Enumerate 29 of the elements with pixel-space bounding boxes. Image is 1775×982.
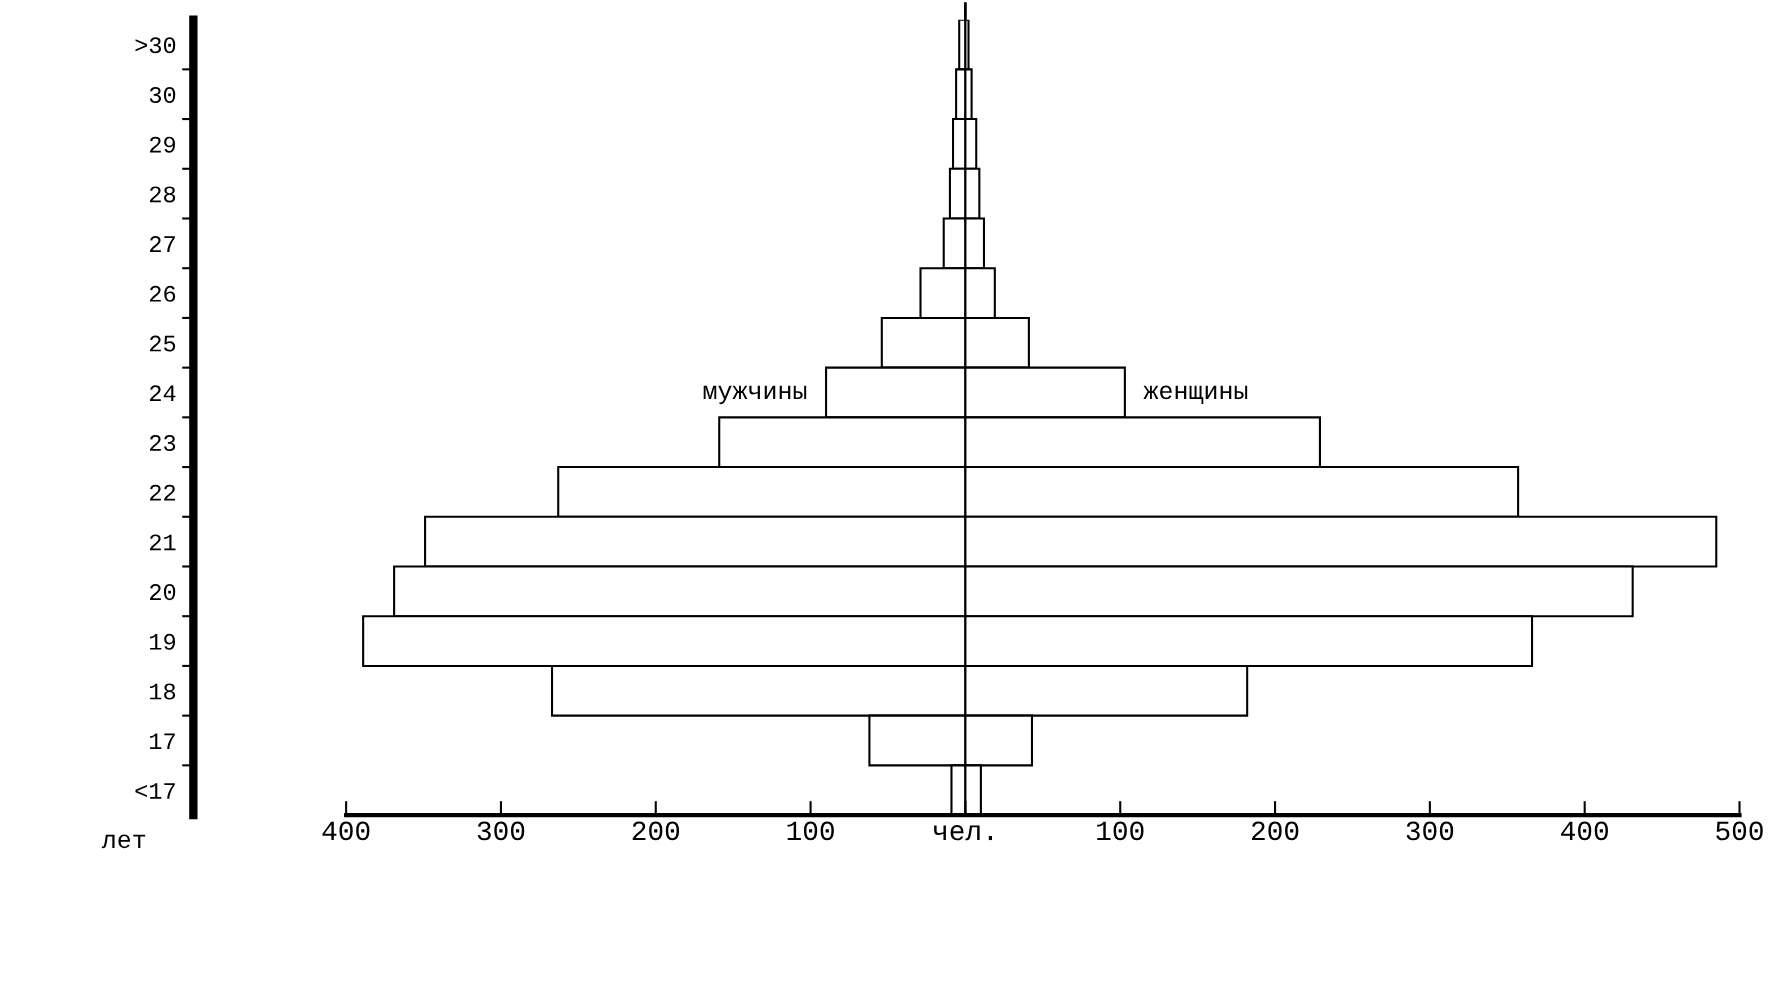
x-tick-label: 200: [1251, 821, 1299, 841]
x-tick-label: 300: [477, 821, 525, 841]
y-tick-label: 29: [150, 136, 176, 153]
y-tick-label: 26: [150, 285, 176, 302]
y-tick-label: <17: [135, 783, 175, 799]
text: лет: [101, 834, 146, 849]
y-tick-label: 25: [150, 335, 176, 352]
y-tick-label: 18: [150, 683, 176, 700]
y-tick-label: 28: [150, 186, 176, 203]
y-tick-label: 30: [149, 86, 176, 103]
y-tick-label: 27: [150, 236, 175, 252]
y-tick-label: >30: [135, 37, 176, 54]
y-tick-label: 22: [150, 484, 176, 501]
x-tick-label: 100: [1097, 821, 1144, 841]
y-tick-label: 17: [150, 733, 175, 750]
y-tick-label: 19: [150, 633, 176, 650]
y-tick-label: 24: [150, 385, 176, 402]
x-tick-label: чел.: [934, 825, 992, 841]
x-tick-label: 400: [322, 821, 370, 841]
x-tick-label: 500: [1716, 821, 1763, 841]
x-tick-label: 400: [1561, 821, 1608, 841]
y-tick-label: 23: [150, 434, 176, 451]
x-tick-label: 200: [632, 821, 680, 841]
y-tick-label: 20: [150, 584, 176, 601]
x-tick-label: 300: [1406, 821, 1454, 841]
series-label: мужчины: [703, 385, 807, 405]
series-label: женщины: [1143, 385, 1248, 404]
x-tick-label: 100: [787, 821, 834, 841]
y-tick-label: 21: [150, 534, 176, 551]
